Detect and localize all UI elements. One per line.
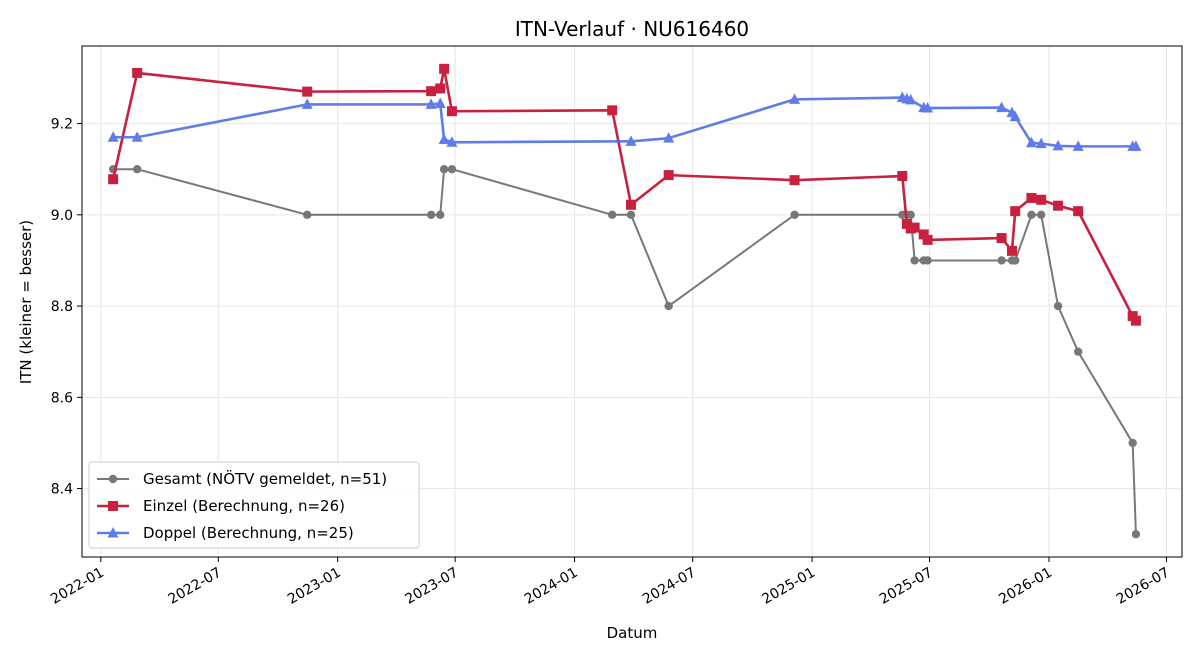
data-point (302, 86, 313, 97)
y-tick-label: 8.4 (51, 482, 73, 498)
plot-frame (81, 45, 1183, 558)
chart-title: ITN-Verlauf · NU616460 (515, 17, 749, 41)
data-point (909, 222, 920, 233)
data-point (446, 106, 457, 117)
legend-marker (107, 527, 119, 538)
data-point (625, 135, 637, 146)
y-tick-label: 8.8 (51, 299, 73, 315)
data-point (897, 171, 908, 182)
y-tick-label: 9.0 (51, 208, 73, 224)
data-point (446, 136, 458, 147)
y-axis-label: ITN (kleiner = besser) (17, 220, 35, 384)
data-point (1053, 301, 1063, 311)
data-point (789, 175, 800, 186)
data-point (132, 164, 142, 174)
data-point (905, 93, 917, 105)
legend: Gesamt (NÖTV gemeldet, n=51) Einzel (Bere… (88, 461, 420, 549)
legend-label: Einzel (Berechnung, n=26) (143, 497, 345, 515)
data-point (1006, 245, 1017, 256)
data-point (626, 199, 637, 210)
data-point (426, 86, 437, 97)
data-point (439, 164, 449, 174)
data-point (439, 63, 450, 74)
data-point (1052, 139, 1064, 151)
data-point (1026, 192, 1037, 203)
data-point (789, 93, 801, 104)
data-point (302, 210, 312, 220)
data-point (1130, 315, 1141, 326)
data-point (1009, 110, 1021, 122)
data-point (996, 233, 1007, 244)
data-point (910, 256, 919, 265)
data-point (923, 256, 932, 265)
y-axis: 8.4 8.6 8.8 9.0 9.2 (51, 117, 82, 498)
data-point (438, 133, 450, 145)
data-point (664, 301, 673, 311)
legend-marker (108, 501, 118, 511)
legend-entry (97, 474, 129, 484)
data-point (435, 83, 446, 94)
data-point (663, 132, 675, 143)
series-2 (107, 91, 1142, 151)
legend-entry (97, 501, 129, 511)
data-point (132, 67, 143, 78)
data-point (425, 98, 437, 109)
data-point (436, 210, 445, 220)
data-point (906, 210, 915, 220)
data-point (301, 98, 313, 109)
data-point (607, 105, 618, 116)
series-layer (107, 63, 1142, 539)
data-point (434, 97, 446, 108)
data-point (1011, 256, 1020, 265)
data-point (1073, 206, 1084, 217)
data-point (1131, 529, 1141, 539)
data-point (1053, 200, 1064, 211)
data-point (1128, 438, 1137, 448)
data-point (608, 210, 617, 220)
data-point (1010, 206, 1021, 217)
legend-marker (108, 474, 118, 484)
data-point (1072, 140, 1084, 151)
data-point (1035, 137, 1047, 149)
legend-entry (97, 527, 129, 538)
legend-label: Doppel (Berechnung, n=25) (143, 524, 354, 542)
data-point (1036, 210, 1046, 220)
series-1 (108, 63, 1141, 326)
data-point (1073, 347, 1083, 356)
data-point (447, 164, 457, 174)
data-point (996, 101, 1008, 113)
data-point (922, 102, 934, 113)
data-point (1027, 210, 1036, 220)
legend-box (88, 461, 420, 549)
data-point (426, 210, 436, 220)
data-point (1025, 136, 1037, 148)
data-point (626, 210, 636, 220)
data-point (1130, 140, 1142, 151)
legend-label: Gesamt (NÖTV gemeldet, n=51) (143, 469, 387, 488)
data-point (663, 170, 674, 181)
data-point (1036, 194, 1047, 205)
x-axis-label: Datum (607, 624, 658, 642)
y-tick-label: 8.6 (51, 390, 73, 406)
data-point (108, 174, 119, 185)
data-point (131, 131, 143, 142)
data-point (918, 229, 929, 240)
data-point (790, 210, 799, 220)
y-tick-label: 9.2 (51, 117, 73, 133)
series-0 (108, 164, 1141, 539)
data-point (107, 131, 119, 142)
data-point (997, 256, 1006, 265)
data-point (922, 234, 933, 245)
